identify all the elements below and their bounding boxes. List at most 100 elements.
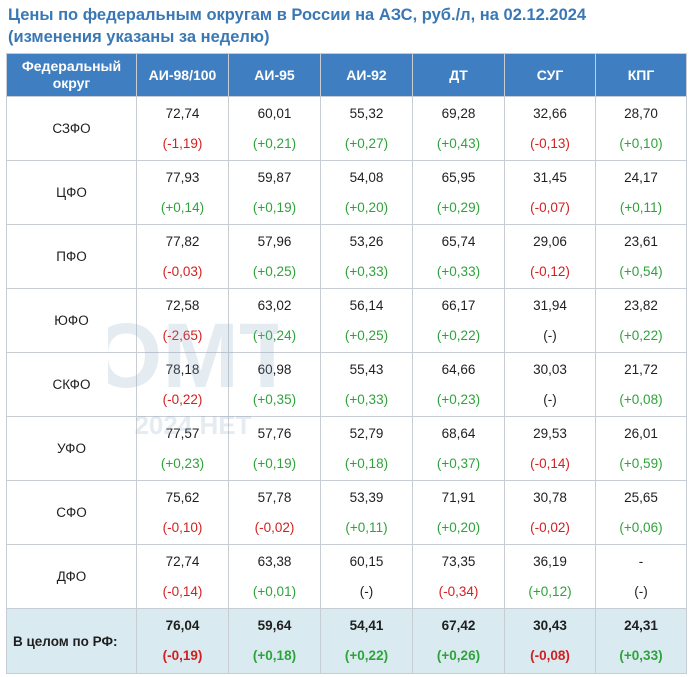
region-cell: ЦФО [6, 160, 137, 225]
price-value: 57,76 [257, 425, 292, 441]
title-line-2: (изменения указаны за неделю) [8, 28, 270, 46]
table-row: СФО 75,62 (-0,10) 57,78 (-0,02) 53,39 (+0,11) 7… [6, 480, 687, 545]
price-value: 77,93 [165, 169, 200, 185]
price-change: (+0,25) [344, 327, 389, 343]
price-value: 60,98 [257, 361, 292, 377]
price-value: 52,79 [349, 425, 384, 441]
price-cell: 77,57 (+0,23) [136, 416, 229, 481]
price-cell: 60,15 (-) [320, 544, 413, 609]
price-value: 24,17 [624, 169, 658, 185]
price-cell: 57,76 (+0,19) [228, 416, 321, 481]
region-cell: В целом по РФ: [6, 608, 137, 674]
price-change: (+0,27) [344, 135, 389, 151]
price-value: 31,94 [533, 297, 567, 313]
price-value: 30,03 [533, 361, 567, 377]
price-value: 30,43 [533, 618, 567, 633]
price-cell: 53,39 (+0,11) [320, 480, 413, 545]
price-value: 72,74 [165, 553, 200, 569]
price-value: 76,04 [165, 618, 200, 633]
price-change: (+0,33) [344, 263, 389, 279]
price-value: 56,14 [349, 297, 384, 313]
price-change: (-0,07) [530, 199, 570, 215]
header-col: АИ-98/100 [136, 53, 229, 97]
table-row: ЦФО 77,93 (+0,14) 59,87 (+0,19) 54,08 (+0,20) 6… [6, 160, 687, 225]
price-value: 78,18 [165, 361, 200, 377]
price-value: 31,45 [533, 169, 567, 185]
price-change: (-0,08) [530, 648, 570, 663]
table-row: ДФО 72,74 (-0,14) 63,38 (+0,01) 60,15 (-) 73,35… [6, 544, 687, 609]
table-row: ПФО 77,82 (-0,03) 57,96 (+0,25) 53,26 (+0,33) 6… [6, 224, 687, 289]
price-value: 53,26 [349, 233, 384, 249]
price-value: 32,66 [533, 105, 567, 121]
price-cell: 72,74 (-0,14) [136, 544, 229, 609]
price-change: (-1,19) [162, 135, 203, 151]
price-value: 57,78 [257, 489, 292, 505]
price-change: (+0,25) [252, 263, 297, 279]
price-change: (-) [543, 327, 557, 343]
price-change: (+0,22) [436, 327, 481, 343]
price-change: (+0,12) [528, 583, 572, 599]
price-cell: 23,61 (+0,54) [595, 224, 687, 289]
price-change: (+0,22) [344, 648, 389, 663]
price-change: (+0,11) [619, 199, 663, 215]
price-cell: 30,03 (-) [504, 352, 596, 417]
price-change: (-0,13) [530, 135, 570, 151]
price-cell: 21,72 (+0,08) [595, 352, 687, 417]
price-value: 29,06 [533, 233, 567, 249]
price-cell: 71,91 (+0,20) [412, 480, 505, 545]
price-change: (+0,24) [252, 327, 297, 343]
price-change: (+0,29) [436, 199, 481, 215]
price-change: (-0,02) [530, 519, 570, 535]
price-value: 65,74 [441, 233, 476, 249]
price-cell: 56,14 (+0,25) [320, 288, 413, 353]
price-change: (+0,21) [252, 135, 297, 151]
price-change: (-) [634, 583, 648, 599]
price-change: (+0,08) [619, 391, 663, 407]
price-change: (+0,33) [436, 263, 481, 279]
price-change: (+0,23) [160, 455, 205, 471]
price-value: 71,91 [441, 489, 476, 505]
price-cell: 36,19 (+0,12) [504, 544, 596, 609]
price-change: (-2,65) [162, 327, 203, 343]
price-change: (+0,35) [252, 391, 297, 407]
price-value: 69,28 [441, 105, 476, 121]
price-change: (+0,33) [344, 391, 389, 407]
price-cell: 29,06 (-0,12) [504, 224, 596, 289]
price-value: 54,08 [349, 169, 384, 185]
price-value: 72,58 [165, 297, 200, 313]
price-cell: 65,74 (+0,33) [412, 224, 505, 289]
price-value: 25,65 [624, 489, 658, 505]
price-change: (-) [359, 583, 374, 599]
table-row: ЮФО 72,58 (-2,65) 63,02 (+0,24) 56,14 (+0,25) 6… [6, 288, 687, 353]
price-change: (+0,43) [436, 135, 481, 151]
price-cell: 60,01 (+0,21) [228, 96, 321, 161]
header-col: АИ-92 [320, 53, 413, 97]
price-cell: 63,02 (+0,24) [228, 288, 321, 353]
price-value: 59,87 [257, 169, 292, 185]
region-cell: ДФО [6, 544, 137, 609]
price-value: 36,19 [533, 553, 567, 569]
price-cell: 76,04 (-0,19) [136, 608, 229, 674]
price-value: 66,17 [441, 297, 476, 313]
price-cell: 60,98 (+0,35) [228, 352, 321, 417]
price-cell: 78,18 (-0,22) [136, 352, 229, 417]
price-change: (+0,22) [619, 327, 663, 343]
price-cell: 77,93 (+0,14) [136, 160, 229, 225]
price-value: 23,61 [624, 233, 658, 249]
price-change: (-0,02) [254, 519, 295, 535]
price-cell: 31,94 (-) [504, 288, 596, 353]
price-change: (+0,23) [436, 391, 481, 407]
price-change: (-0,19) [162, 648, 203, 663]
table-row: УФО 77,57 (+0,23) 57,76 (+0,19) 52,79 (+0,18) 6… [6, 416, 687, 481]
price-change: (+0,33) [619, 648, 663, 663]
price-value: 53,39 [349, 489, 384, 505]
price-cell: 55,32 (+0,27) [320, 96, 413, 161]
price-change: (+0,54) [619, 263, 663, 279]
price-change: (-0,34) [438, 583, 479, 599]
price-cell: 72,74 (-1,19) [136, 96, 229, 161]
price-change: (-0,03) [162, 263, 203, 279]
header-region: Федеральный округ [6, 53, 137, 97]
price-value: 73,35 [441, 553, 476, 569]
price-value: 57,96 [257, 233, 292, 249]
price-cell: 31,45 (-0,07) [504, 160, 596, 225]
